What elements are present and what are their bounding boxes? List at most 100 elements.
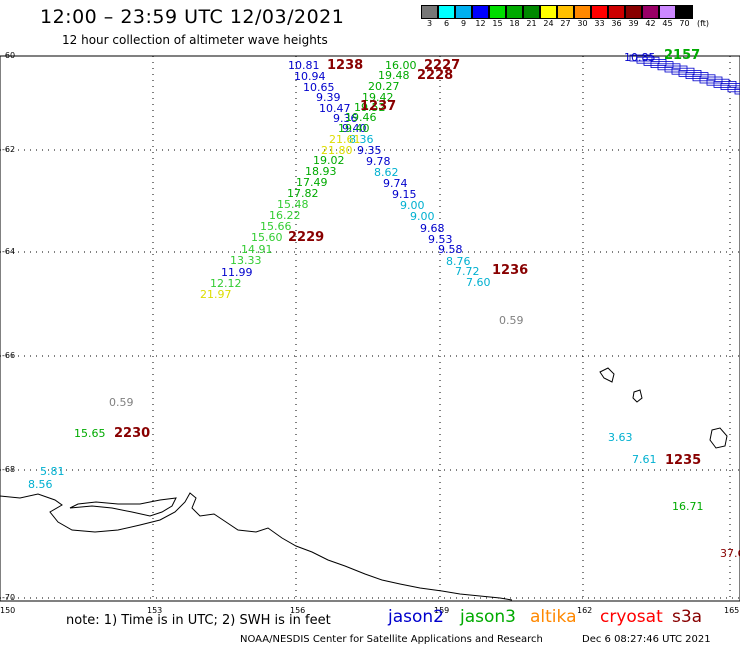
wave-height-label: 9.00 xyxy=(400,199,425,212)
legend-swatch xyxy=(659,5,676,19)
legend-label: 6 xyxy=(443,19,450,28)
wave-height-label: 21.80 xyxy=(321,144,353,157)
dense-track-mark xyxy=(643,59,667,66)
wave-height-label: 16.22 xyxy=(269,209,301,222)
wave-height-label: 7.61 xyxy=(632,453,657,466)
wave-height-label: 15.66 xyxy=(260,220,292,233)
legend-swatch xyxy=(625,5,642,19)
wave-height-label: 0.59 xyxy=(499,314,524,327)
legend-swatch xyxy=(421,5,438,19)
wave-height-label: 37.6 xyxy=(720,547,740,560)
wave-height-label: 19.52 xyxy=(354,101,386,114)
wave-height-label: 10.47 xyxy=(319,102,351,115)
wave-height-label: 13.33 xyxy=(230,254,262,267)
wave-height-label: 3.63 xyxy=(608,431,633,444)
longitude-tick-label: 150 xyxy=(0,606,16,615)
satellite-name-altika: altika xyxy=(530,607,577,627)
dense-track-mark xyxy=(713,81,737,88)
dense-track-mark xyxy=(636,56,660,64)
wave-height-label: 9.53 xyxy=(428,233,453,246)
generated-timestamp: Dec 6 08:27:46 UTC 2021 xyxy=(582,634,711,645)
dense-track-mark xyxy=(629,54,653,62)
wave-height-label: 15.65 xyxy=(74,427,106,440)
latitude-tick-label: -70 xyxy=(2,593,16,602)
legend-label: 39 xyxy=(628,19,639,28)
dense-track-mark xyxy=(657,63,681,71)
wave-height-label: 18.93 xyxy=(305,165,337,178)
wave-height-label: 9.35 xyxy=(357,144,382,157)
island-1 xyxy=(599,367,615,383)
wave-height-label: 19.40 xyxy=(338,122,370,135)
map-frame xyxy=(0,55,740,602)
legend-unit: (ft) xyxy=(696,19,710,28)
legend-swatch xyxy=(489,5,506,19)
legend-swatch xyxy=(642,5,659,19)
wave-height-label: 8.76 xyxy=(446,255,471,268)
pass-time-label: 2157 xyxy=(664,48,701,63)
wave-height-label: 5.81 xyxy=(40,465,65,478)
wave-height-label: 9.36 xyxy=(333,112,358,125)
legend-swatch xyxy=(540,5,557,19)
dense-track-mark xyxy=(699,76,723,84)
dense-track-mark xyxy=(671,67,695,75)
dense-track-mark xyxy=(706,78,730,86)
wave-height-label: 11.99 xyxy=(221,266,253,279)
wave-height-label: 7.60 xyxy=(466,276,491,289)
legend-swatch xyxy=(557,5,574,19)
pass-time-label: 2227 xyxy=(424,58,461,73)
legend-swatch xyxy=(472,5,489,19)
wave-height-label: 9.39 xyxy=(316,91,341,104)
legend-swatch xyxy=(591,5,608,19)
dense-track-mark xyxy=(685,72,709,79)
latitude-tick-label: -68 xyxy=(2,465,16,474)
wave-height-label: 9.74 xyxy=(383,177,408,190)
latitude-tick-label: -60 xyxy=(2,51,16,60)
satellite-name-jason3: jason3 xyxy=(460,607,516,627)
pass-time-label: 2228 xyxy=(417,68,454,83)
island-3 xyxy=(709,427,728,449)
satellite-name-jason2: jason2 xyxy=(388,607,444,627)
pass-time-label: 1236 xyxy=(492,263,529,278)
coastline xyxy=(0,492,513,601)
legend-swatch xyxy=(574,5,591,19)
legend-swatch xyxy=(455,5,472,19)
wave-height-label: 9.58 xyxy=(438,243,463,256)
dense-track-mark xyxy=(720,83,740,90)
credit-text: NOAA/NESDIS Center for Satellite Applica… xyxy=(240,634,543,645)
wave-height-label: 9.40 xyxy=(342,122,367,135)
coastline-inner xyxy=(69,497,177,517)
legend-label: 45 xyxy=(662,19,673,28)
legend-swatch xyxy=(506,5,523,19)
track-jason2-northeast xyxy=(629,54,740,95)
satellite-name-s3a: s3a xyxy=(672,607,703,627)
longitude-tick-label: 153 xyxy=(147,606,163,615)
dense-track-mark xyxy=(692,74,716,82)
pass-time-label: 1238 xyxy=(327,58,364,73)
wave-height-label: 15.60 xyxy=(251,231,283,244)
wave-height-label: 16.71 xyxy=(672,500,704,513)
longitude-tick-label: 162 xyxy=(577,606,593,615)
wave-height-label: 15.48 xyxy=(277,198,309,211)
legend-label: 36 xyxy=(611,19,622,28)
wave-height-label: 9.15 xyxy=(392,188,417,201)
legend-label: 27 xyxy=(560,19,571,28)
latitude-tick-label: -66 xyxy=(2,351,16,360)
legend-label: 70 xyxy=(679,19,690,28)
dense-track-mark xyxy=(678,70,702,77)
lat-lon-grid xyxy=(0,55,740,601)
wave-height-label: 19.46 xyxy=(345,111,377,124)
legend-label: 21 xyxy=(526,19,537,28)
footer-note: note: 1) Time is in UTC; 2) SWH is in fe… xyxy=(66,613,331,628)
legend-label: 42 xyxy=(645,19,656,28)
wave-height-label: 10.94 xyxy=(294,70,326,83)
wave-height-label: 9.68 xyxy=(420,222,445,235)
longitude-tick-label: 165 xyxy=(724,606,740,615)
wave-height-label: 0.59 xyxy=(109,396,134,409)
legend-swatch xyxy=(523,5,540,19)
wave-height-label: 19.42 xyxy=(362,91,394,104)
dense-track-mark xyxy=(727,85,740,93)
legend-label: 18 xyxy=(509,19,520,28)
wave-height-label: 8.36 xyxy=(349,133,374,146)
pass-time-label: 2230 xyxy=(114,426,151,441)
